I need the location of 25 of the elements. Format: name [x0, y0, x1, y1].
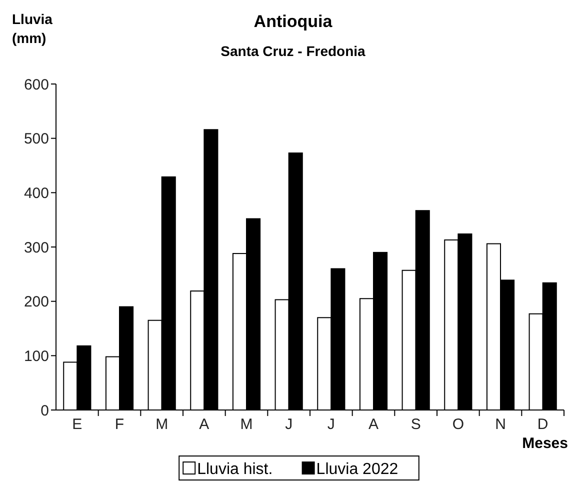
x-tick-label: M [156, 416, 168, 433]
y-tick-label: 0 [40, 402, 49, 420]
y-axis-title: Lluvia (mm) [12, 11, 53, 46]
y-tick-label: 100 [24, 348, 49, 365]
chart-title: Antioquia [254, 12, 333, 31]
y-tick-label: 400 [24, 184, 49, 202]
x-tick-label: A [199, 416, 210, 433]
x-tick-label: A [368, 416, 379, 433]
x-axis-title: Meses [522, 435, 568, 452]
x-tick-label: J [327, 416, 335, 433]
chart-subtitle: Santa Cruz - Fredonia [220, 43, 366, 59]
x-tick-label: S [410, 416, 421, 433]
x-tick-label: E [72, 416, 82, 433]
legend-label: Lluvia 2022 [316, 461, 398, 478]
x-tick-label: J [285, 416, 293, 433]
x-tick-label: O [452, 416, 464, 433]
x-tick-label: D [537, 416, 548, 433]
y-tick-label: 200 [24, 294, 49, 311]
y-tick-label: 500 [24, 130, 49, 148]
y-tick-label: 600 [24, 76, 49, 94]
x-tick-label: N [495, 416, 506, 433]
x-tick-label: M [240, 416, 253, 433]
legend-label: Lluvia hist. [197, 461, 273, 478]
y-tick-label: 300 [24, 239, 49, 256]
x-tick-label: F [114, 416, 124, 433]
